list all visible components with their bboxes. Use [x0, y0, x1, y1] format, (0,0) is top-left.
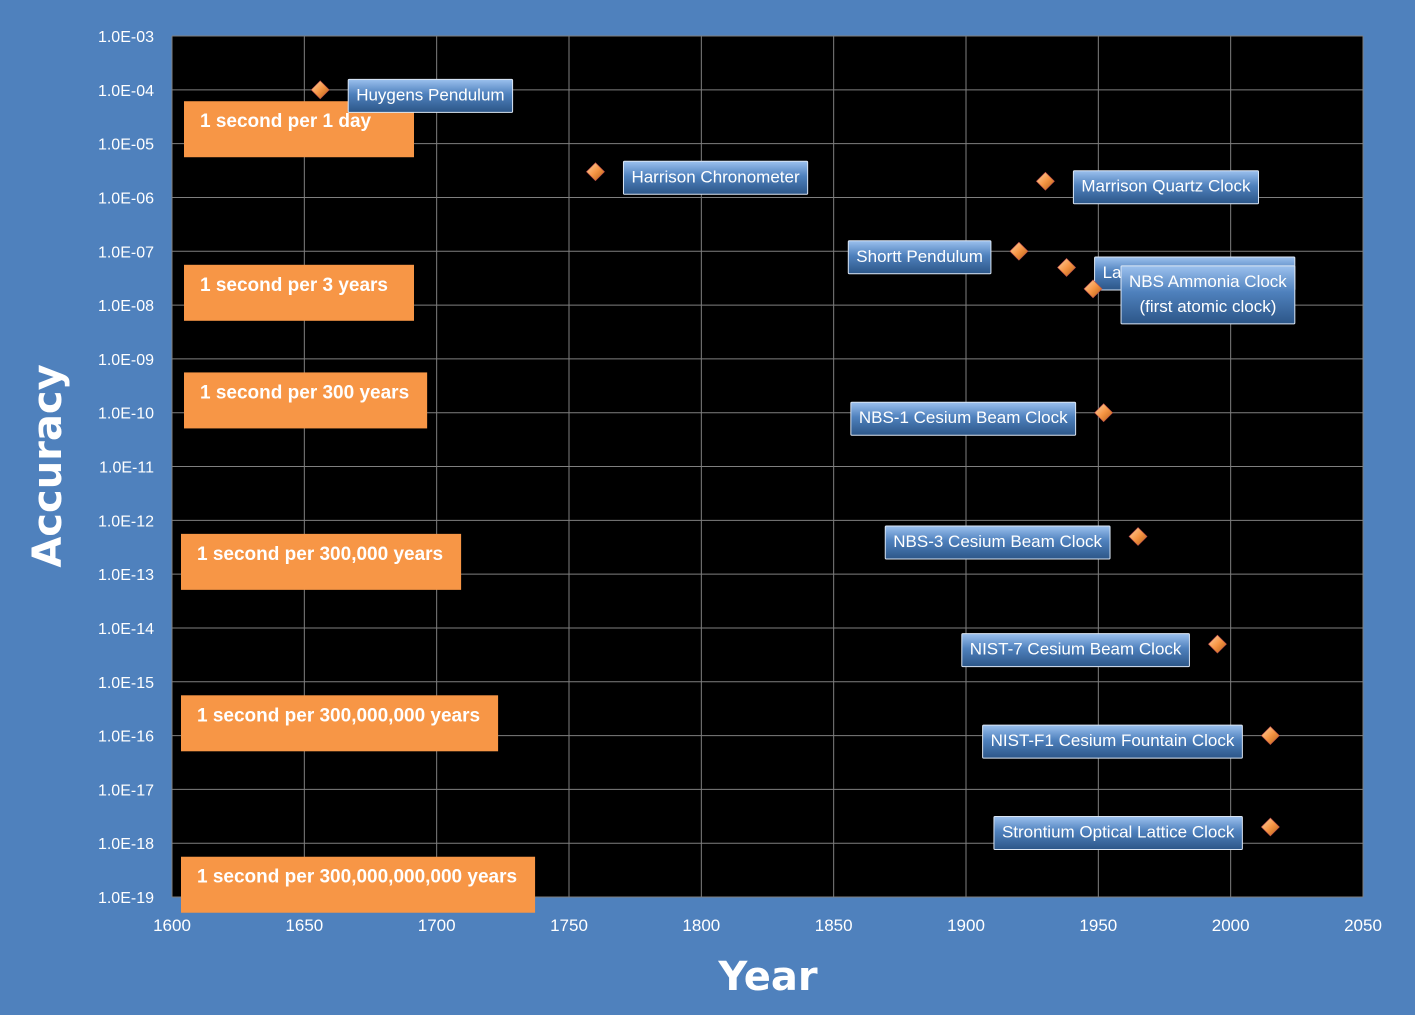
x-tick-label: 2000	[1212, 916, 1250, 935]
x-tick-label: 1700	[418, 916, 456, 935]
y-tick-label: 1.0E-08	[98, 298, 154, 315]
y-tick-label: 1.0E-15	[98, 675, 154, 692]
accuracy-band-label: 1 second per 1 day	[200, 111, 372, 132]
x-tick-label: 1650	[285, 916, 323, 935]
y-tick-label: 1.0E-12	[98, 513, 154, 530]
clock-data-point: Strontium Optical Lattice Clock	[993, 815, 1280, 850]
point-label-text: Huygens Pendulum	[356, 85, 504, 104]
accuracy-band-box	[181, 695, 499, 752]
diamond-marker	[1260, 726, 1280, 745]
diamond-marker	[1094, 403, 1114, 423]
y-tick-label: 1.0E-06	[98, 190, 154, 207]
diamond-marker	[1128, 527, 1148, 546]
point-label-text: NIST-7 Cesium Beam Clock	[970, 640, 1182, 659]
y-tick-label: 1.0E-04	[98, 83, 154, 100]
accuracy-reference-bands: 1 second per 1 day 1 second per 3 years 1 …	[181, 101, 536, 913]
y-axis-title: Accuracy	[25, 364, 71, 567]
accuracy-band-box	[181, 856, 536, 913]
x-tick-label: 2050	[1344, 916, 1382, 935]
y-tick-label: 1.0E-11	[99, 460, 154, 477]
point-label-box	[847, 240, 992, 275]
clock-data-point: NBS Ammonia Clock (first atomic clock)	[1083, 265, 1296, 325]
point-label-box	[982, 724, 1243, 759]
accuracy-band: 1 second per 300,000 years	[181, 533, 462, 590]
accuracy-band-label: 1 second per 300,000,000 years	[197, 705, 480, 726]
diamond-marker	[1035, 171, 1055, 191]
y-tick-label: 1.0E-13	[98, 567, 154, 584]
diamond-marker	[586, 162, 605, 182]
accuracy-band: 1 second per 300,000,000,000 years	[181, 856, 536, 913]
point-label-text: Marrison Quartz Clock	[1081, 177, 1251, 196]
point-label-text: NBS-3 Cesium Beam Clock	[893, 532, 1102, 551]
point-label-text: NBS Ammonia Clock	[1129, 272, 1287, 291]
accuracy-band-label: 1 second per 300,000,000,000 years	[197, 867, 517, 888]
diamond-marker	[1009, 241, 1029, 261]
y-tick-label: 1.0E-19	[98, 890, 154, 907]
point-label-text: Strontium Optical Lattice Clock	[1002, 822, 1235, 841]
accuracy-band: 1 second per 3 years	[184, 264, 414, 321]
x-tick-label: 1950	[1079, 916, 1117, 935]
diamond-marker	[1208, 634, 1227, 654]
accuracy-band: 1 second per 300 years	[184, 372, 428, 429]
clock-data-point: NIST-7 Cesium Beam Clock	[961, 633, 1227, 668]
point-label-box	[622, 160, 809, 195]
y-tick-label: 1.0E-14	[98, 621, 154, 638]
clock-data-point: NBS-1 Cesium Beam Clock	[850, 401, 1114, 436]
diamond-marker	[1260, 817, 1280, 837]
point-label-box	[850, 401, 1077, 436]
y-tick-label: 1.0E-18	[98, 836, 154, 853]
accuracy-band-label: 1 second per 3 years	[200, 275, 388, 296]
accuracy-band: 1 second per 300,000,000 years	[181, 695, 499, 752]
x-tick-label: 1800	[682, 916, 720, 935]
y-tick-label: 1.0E-05	[98, 137, 154, 154]
point-label-box	[961, 633, 1190, 668]
y-tick-label: 1.0E-17	[98, 782, 154, 799]
point-label-box	[1072, 170, 1260, 205]
accuracy-band-box	[184, 372, 428, 429]
diamond-marker	[1057, 258, 1076, 277]
point-label-box	[993, 815, 1243, 850]
point-label-box	[347, 78, 514, 113]
point-label-box	[884, 525, 1111, 560]
y-tick-label: 1.0E-16	[98, 729, 154, 746]
point-label-text: Shortt Pendulum	[856, 247, 983, 266]
y-tick-label: 1.0E-10	[98, 406, 154, 423]
clock-data-point: Harrison Chronometer	[586, 160, 809, 195]
accuracy-band-label: 1 second per 300,000 years	[197, 544, 443, 565]
clock-data-point: NBS-3 Cesium Beam Clock	[884, 525, 1148, 560]
clock-data-point: Huygens Pendulum	[310, 78, 514, 113]
x-tick-label: 1750	[550, 916, 588, 935]
diamond-marker	[310, 80, 330, 100]
point-label-text: NIST-F1 Cesium Fountain Clock	[991, 731, 1235, 750]
x-tick-label: 1600	[153, 916, 191, 935]
clock-data-point: Marrison Quartz Clock	[1035, 170, 1260, 205]
x-axis-tick-labels: 1600 1650 1700 1750 1800 1850 1900 1950 2000 2050	[153, 916, 1382, 935]
x-axis-title: Year	[717, 954, 817, 1000]
diamond-marker	[1083, 279, 1103, 299]
x-tick-label: 1850	[815, 916, 853, 935]
clock-data-points: Huygens Pendulum Harrison Chronometer Marr…	[310, 78, 1296, 850]
y-tick-label: 1.0E-03	[98, 29, 154, 46]
point-label-box	[1120, 265, 1296, 325]
point-label-text: Harrison Chronometer	[631, 167, 800, 186]
accuracy-band-box	[184, 264, 414, 321]
x-tick-label: 1900	[947, 916, 985, 935]
accuracy-band-label: 1 second per 300 years	[200, 382, 409, 403]
accuracy-band-box	[181, 533, 462, 590]
y-tick-label: 1.0E-07	[98, 244, 154, 261]
clock-data-point: NIST-F1 Cesium Fountain Clock	[982, 724, 1280, 759]
y-axis-tick-labels: 1.0E-03 1.0E-04 1.0E-05 1.0E-06 1.0E-07 1.0E-…	[98, 29, 154, 907]
point-label-text: (first atomic clock)	[1139, 297, 1276, 316]
point-label-text: NBS-1 Cesium Beam Clock	[859, 408, 1068, 427]
clock-data-point: Shortt Pendulum	[847, 240, 1029, 275]
y-tick-label: 1.0E-09	[98, 352, 154, 369]
